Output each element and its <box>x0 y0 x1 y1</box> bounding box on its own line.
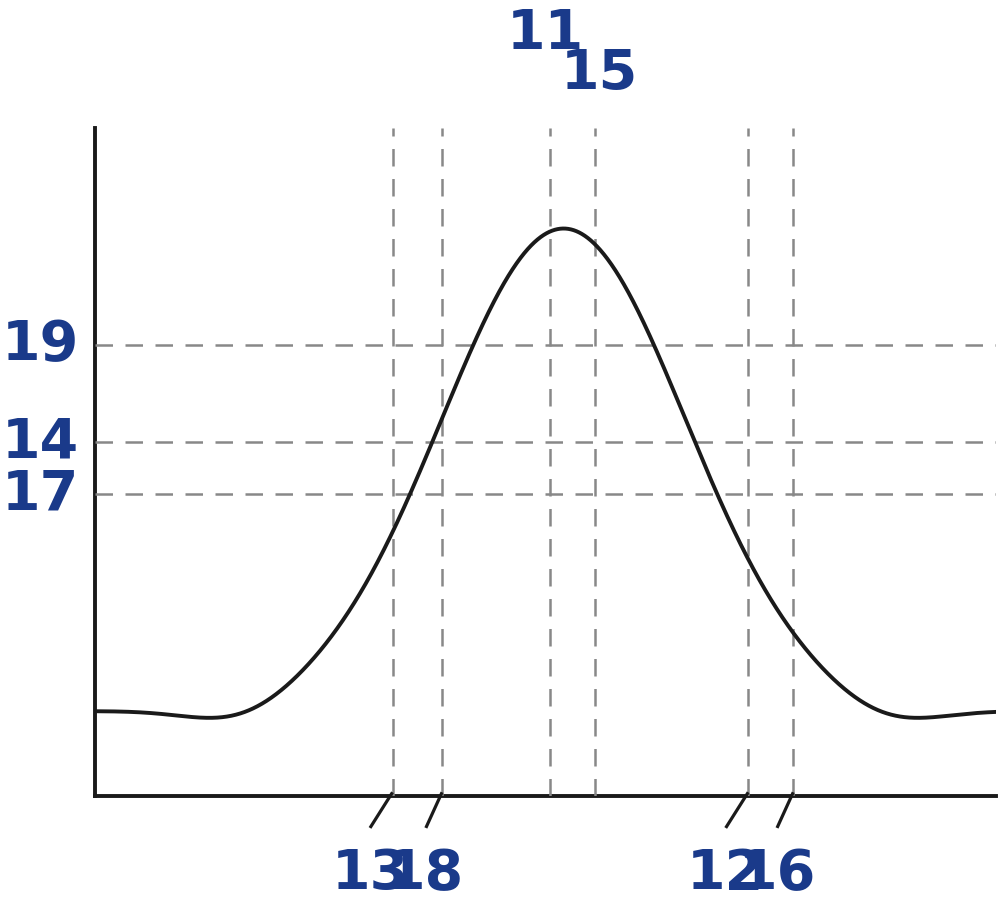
Text: 18: 18 <box>387 847 464 902</box>
Text: 16: 16 <box>738 847 816 902</box>
Text: 11: 11 <box>507 7 584 62</box>
Text: 17: 17 <box>2 468 79 521</box>
Text: 13: 13 <box>331 847 409 902</box>
Text: 19: 19 <box>2 318 79 372</box>
Text: 14: 14 <box>2 415 79 469</box>
Text: 12: 12 <box>687 847 764 902</box>
Text: 15: 15 <box>561 47 638 102</box>
